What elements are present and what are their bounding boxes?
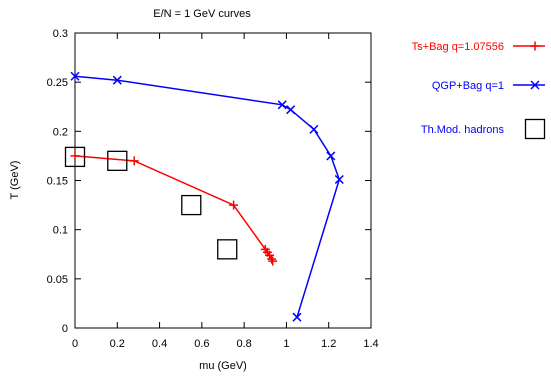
- y-axis-label: T (GeV): [9, 161, 21, 200]
- x-tick-label: 0.6: [194, 338, 209, 350]
- series-line: [74, 75, 341, 318]
- legend-label: Ts+Bag q=1.07556: [412, 41, 504, 53]
- y-tick-label: 0.2: [53, 126, 68, 138]
- x-tick-label: 0.4: [152, 338, 167, 350]
- x-tick-label: 1.2: [321, 338, 336, 350]
- series-square: [64, 146, 238, 260]
- legend-marker: [530, 80, 540, 90]
- y-tick-label: 0.1: [53, 225, 68, 237]
- data-point: [309, 124, 319, 134]
- y-tick-label: 0.3: [53, 28, 68, 40]
- x-tick-label: 0: [72, 338, 78, 350]
- data-point: [277, 100, 287, 110]
- chart-title: E/N = 1 GeV curves: [153, 8, 251, 20]
- x-axis-label: mu (GeV): [199, 360, 247, 372]
- axis-ticks: 0 0.2 0.4 0.6 0.8 1 1.2 1.4 0 0.05 0.1 0.15 0.2 0.25 0…: [47, 28, 379, 350]
- data-point: [107, 150, 128, 171]
- legend-marker: [524, 118, 546, 140]
- x-tick-label: 1: [283, 338, 289, 350]
- series-plus: [70, 151, 278, 266]
- data-point: [229, 200, 239, 210]
- legend: Ts+Bag q=1.07556 QGP+Bag q=1 Th.Mod. hadro…: [412, 41, 546, 140]
- data-point: [181, 194, 202, 216]
- legend-marker: [530, 41, 540, 51]
- x-tick-label: 0.8: [236, 338, 251, 350]
- y-tick-label: 0.05: [47, 274, 68, 286]
- data-point: [286, 105, 296, 115]
- series-x: [70, 71, 344, 322]
- data-point: [268, 256, 278, 266]
- data-point: [64, 146, 86, 168]
- series-layer: [64, 71, 344, 322]
- data-point: [112, 75, 122, 85]
- data-point: [267, 254, 277, 264]
- data-point: [292, 312, 302, 322]
- data-point: [70, 151, 80, 161]
- data-point: [129, 156, 139, 166]
- series-line: [74, 155, 274, 262]
- y-tick-label: 0.15: [47, 176, 68, 188]
- x-tick-label: 0.2: [110, 338, 125, 350]
- y-tick-label: 0.25: [47, 77, 68, 89]
- y-tick-label: 0: [62, 323, 68, 335]
- data-point: [217, 239, 238, 260]
- data-point: [265, 250, 275, 260]
- data-point: [334, 174, 344, 185]
- legend-label: QGP+Bag q=1: [432, 80, 504, 92]
- data-point: [326, 151, 336, 161]
- legend-label: Th.Mod. hadrons: [421, 124, 505, 136]
- x-tick-label: 1.4: [363, 338, 378, 350]
- data-point: [70, 71, 80, 81]
